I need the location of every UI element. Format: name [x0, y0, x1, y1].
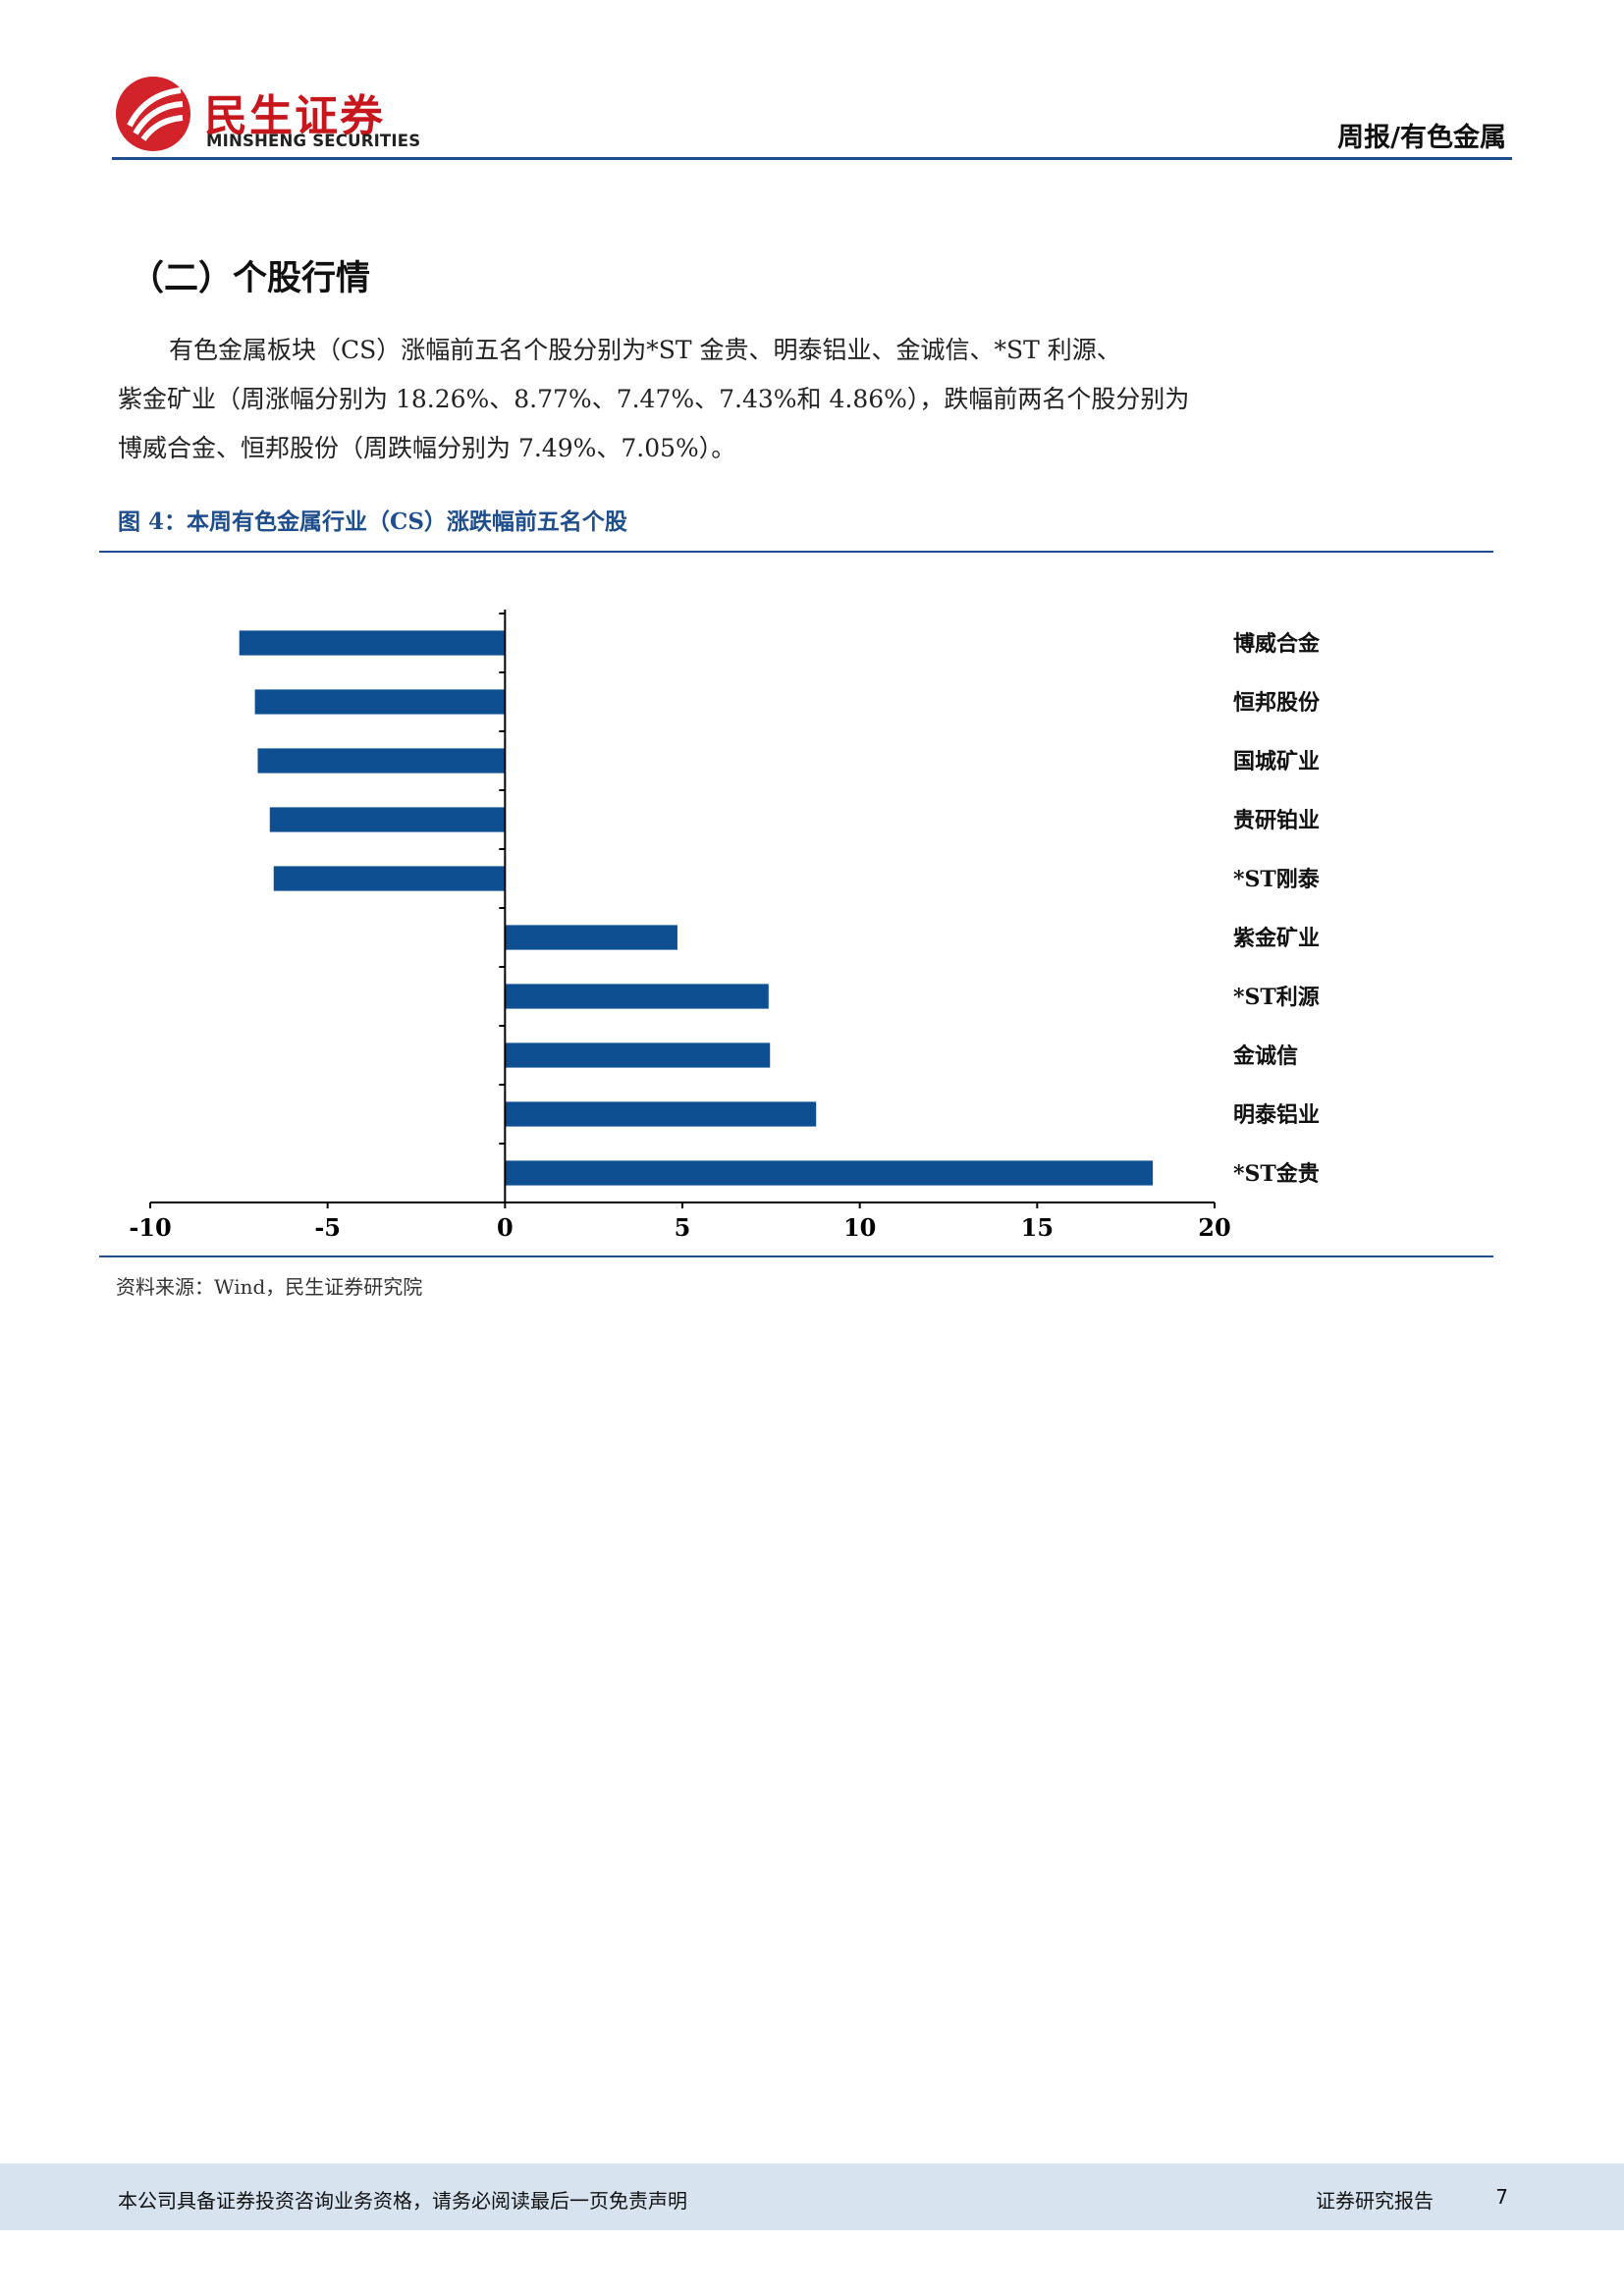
report-category: 周报/有色金属: [1337, 123, 1506, 153]
chart-bar: [273, 866, 506, 891]
page-footer: 本公司具备证券投资咨询业务资格，请务必阅读最后一页免责声明 证券研究报告 7: [0, 2163, 1624, 2230]
category-label: 贵研铂业: [1233, 808, 1320, 833]
x-tick-label: 10: [843, 1213, 876, 1242]
figure-source: 资料来源：Wind，民生证券研究院: [116, 1275, 423, 1299]
category-label: 博威合金: [1233, 631, 1321, 657]
paragraph-line: 有色金属板块（CS）涨幅前五名个股分别为*ST 金贵、明泰铝业、金诚信、*ST …: [169, 336, 1121, 364]
figure-bottom-rule: [99, 1255, 1493, 1257]
chart-bar: [505, 984, 769, 1009]
category-label: 国城矿业: [1233, 749, 1320, 774]
x-tick-label: -5: [314, 1213, 341, 1242]
category-label: 金诚信: [1232, 1043, 1298, 1069]
chart-bar: [505, 1101, 817, 1127]
page-number: 7: [1495, 2185, 1508, 2209]
header-divider: [112, 157, 1512, 160]
chart-bar: [254, 689, 506, 715]
logo-chinese-text: 民生证券: [204, 91, 385, 141]
logo-emblem: [116, 77, 190, 151]
chart-bar: [505, 1042, 771, 1068]
chart-bar: [257, 748, 506, 774]
section-title: （二）个股行情: [130, 258, 371, 298]
logo-english-text: MINSHENG SECURITIES: [206, 132, 421, 150]
footer-disclaimer: 本公司具备证券投资咨询业务资格，请务必阅读最后一页免责声明: [118, 2189, 687, 2213]
category-label: *ST利源: [1233, 985, 1320, 1010]
category-label: *ST金贵: [1233, 1161, 1320, 1187]
chart-bar: [505, 925, 677, 950]
figure-top-rule: [99, 551, 1493, 553]
category-label: *ST刚泰: [1233, 867, 1321, 892]
x-tick-label: 5: [675, 1213, 691, 1242]
figure-title: 图 4：本周有色金属行业（CS）涨跌幅前五名个股: [118, 508, 627, 535]
company-logo: 民生证券 MINSHENG SECURITIES: [116, 77, 420, 155]
chart-bar: [505, 1160, 1154, 1186]
x-tick-label: 0: [497, 1213, 514, 1242]
category-label: 恒邦股份: [1233, 690, 1321, 716]
x-tick-label: 15: [1021, 1213, 1054, 1242]
paragraph-line: 紫金矿业（周涨幅分别为 18.26%、8.77%、7.47%、7.43%和 4.…: [118, 385, 1190, 413]
x-tick-label: 20: [1198, 1213, 1230, 1242]
x-tick-label: -10: [129, 1213, 171, 1242]
paragraph-line: 博威合金、恒邦股份（周跌幅分别为 7.49%、7.05%）。: [118, 434, 736, 462]
category-label: 紫金矿业: [1233, 926, 1320, 951]
footer-report-type: 证券研究报告: [1316, 2189, 1434, 2213]
category-label: 明泰铝业: [1233, 1102, 1320, 1128]
chart-bar: [269, 807, 506, 832]
chart-bar: [239, 630, 506, 656]
